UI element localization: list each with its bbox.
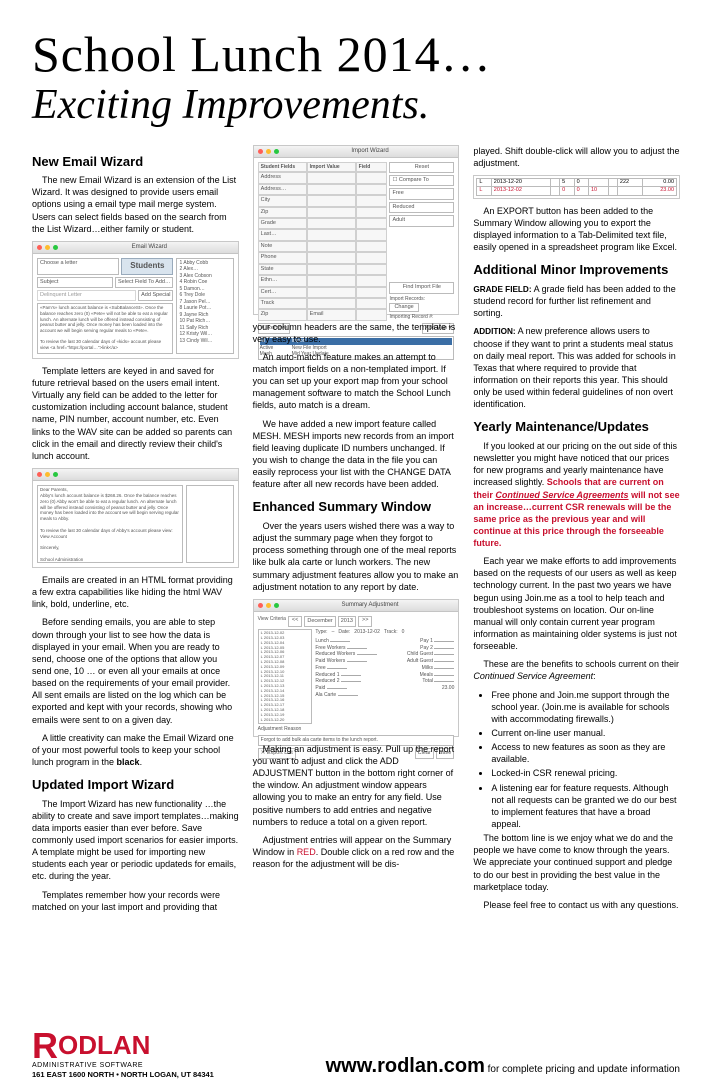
close-icon	[37, 245, 42, 250]
find-import-button: Find Import File	[389, 282, 454, 293]
figure-email-wizard: Email Wizard Choose a letter Students Su…	[32, 241, 239, 359]
students-panel-label: Students	[121, 258, 173, 275]
list-item: Access to new features as soon as they a…	[491, 741, 680, 765]
brand-logo: RODLAN	[32, 1028, 214, 1064]
letter-body-editor: «Pam's» lunch account balance is «SubBal…	[37, 303, 173, 353]
reduced-row: Reduced	[389, 202, 454, 213]
paragraph: The bottom line is we enjoy what we do a…	[473, 832, 680, 893]
masthead: School Lunch 2014… Exciting Improvements…	[32, 28, 680, 127]
minimize-icon	[45, 245, 50, 250]
figure-summary-adjustment: Summary Adjustment View Criteria << Dece…	[253, 599, 460, 737]
col-head: Field	[356, 162, 388, 173]
paragraph: An EXPORT button has been added to the S…	[473, 205, 680, 254]
col-head: Import Value	[307, 162, 356, 173]
view-criteria-label: View Criteria	[258, 616, 286, 627]
figure-import-wizard: Import Wizard Student Fields Import Valu…	[253, 145, 460, 315]
minimize-icon	[266, 603, 271, 608]
benefits-list: Free phone and Join.me support through t…	[473, 689, 680, 831]
paragraph: GRADE FIELD: A grade field has been adde…	[473, 283, 680, 319]
table-row: L2013-12-20502220.00	[477, 178, 677, 186]
reset-button: Reset	[389, 162, 454, 173]
delinquent-letter-row: Delinquent Letter	[37, 290, 136, 301]
paragraph: Please feel free to contact us with any …	[473, 899, 680, 911]
paragraph: The Import Wizard has new functionality …	[32, 798, 239, 883]
window-title: Summary Adjustment	[341, 601, 398, 609]
subject-field: Subject	[37, 277, 113, 288]
paragraph: ADDITION: A new preference allows users …	[473, 325, 680, 410]
zoom-icon	[274, 149, 279, 154]
window-title: Import Wizard	[351, 147, 388, 155]
heading-email-wizard: New Email Wizard	[32, 153, 239, 171]
paragraph: The new Email Wizard is an extension of …	[32, 174, 239, 235]
col-head: Student Fields	[258, 162, 307, 173]
figure-email-preview: Dear Parents, Abby's lunch account balan…	[32, 468, 239, 568]
minimize-icon	[45, 472, 50, 477]
window-titlebar: Summary Adjustment	[254, 600, 459, 612]
summary-table-excerpt: L2013-12-20502220.00 L2013-12-02001023.0…	[476, 178, 677, 196]
paragraph: Emails are created in an HTML format pro…	[32, 574, 239, 610]
paragraph: An auto-match feature makes an attempt t…	[253, 351, 460, 412]
page-subtitle: Exciting Improvements.	[32, 83, 680, 127]
page-title: School Lunch 2014…	[32, 28, 680, 81]
paragraph: played. Shift double-click will allow yo…	[473, 145, 680, 169]
brand-address: 161 EAST 1600 NORTH • NORTH LOGAN, UT 84…	[32, 1071, 214, 1079]
column-2: Import Wizard Student Fields Import Valu…	[253, 145, 460, 919]
close-icon	[258, 149, 263, 154]
select-field-button: Select Field To Add…	[115, 277, 173, 288]
brand-tagline: ADMINISTRATIVE SOFTWARE	[32, 1062, 214, 1069]
paragraph: If you looked at our pricing on the out …	[473, 440, 680, 549]
list-item: Locked-in CSR renewal pricing.	[491, 767, 680, 779]
free-row: Free	[389, 188, 454, 199]
compare-checkbox: ☐ Compare To	[389, 175, 454, 186]
date-list: L 2013-12-02L 2013-12-03L 2013-12-04L 20…	[258, 629, 313, 724]
zoom-icon	[274, 603, 279, 608]
list-item: A listening ear for feature requests. Al…	[491, 782, 680, 831]
heading-yearly-updates: Yearly Maintenance/Updates	[473, 418, 680, 436]
list-item: Current on-line user manual.	[491, 727, 680, 739]
email-body-preview: Dear Parents, Abby's lunch account balan…	[37, 485, 183, 563]
adjustment-reason-label: Adjustment Reason	[258, 726, 455, 733]
year-field: 2013	[338, 616, 356, 627]
heading-summary-window: Enhanced Summary Window	[253, 498, 460, 516]
minimize-icon	[266, 149, 271, 154]
column-3: played. Shift double-click will allow yo…	[473, 145, 680, 919]
month-field: December	[304, 616, 335, 627]
paragraph: Templates remember how your records were…	[32, 889, 239, 913]
heading-import-wizard: Updated Import Wizard	[32, 776, 239, 794]
paragraph: We have added a new import feature calle…	[253, 418, 460, 491]
email-sidebar	[186, 485, 233, 563]
heading-minor-improvements: Additional Minor Improvements	[473, 261, 680, 279]
adult-row: Adult	[389, 215, 454, 226]
choose-letter-dropdown: Choose a letter	[37, 258, 119, 275]
paragraph: Adjustment entries will appear on the Su…	[253, 834, 460, 870]
logo-block: RODLAN ADMINISTRATIVE SOFTWARE 161 EAST …	[32, 1028, 214, 1079]
paragraph: Each year we make efforts to add improve…	[473, 555, 680, 652]
close-icon	[37, 472, 42, 477]
paragraph: Before sending emails, you are able to s…	[32, 616, 239, 725]
paragraph: These are the benefits to schools curren…	[473, 658, 680, 682]
paragraph: A little creativity can make the Email W…	[32, 732, 239, 768]
importing-record-label: Importing Record #:	[389, 314, 454, 321]
add-special-button: Add Special	[138, 290, 173, 301]
paragraph: Over the years users wished there was a …	[253, 520, 460, 593]
table-row-adjusted: L2013-12-02001023.00	[477, 187, 677, 195]
footer-url: www.rodlan.com for complete pricing and …	[326, 1055, 680, 1078]
window-titlebar: Email Wizard	[33, 242, 238, 254]
close-icon	[258, 603, 263, 608]
list-item: Free phone and Join.me support through t…	[491, 689, 680, 725]
figure-red-row: L2013-12-20502220.00 L2013-12-02001023.0…	[473, 175, 680, 199]
zoom-icon	[53, 245, 58, 250]
change-button: Change	[389, 303, 418, 312]
students-list: 1 Abby Cobb2 Alex…3 Alex Cobson4 Robin C…	[176, 258, 233, 354]
footer: RODLAN ADMINISTRATIVE SOFTWARE 161 EAST …	[32, 1028, 680, 1079]
body-columns: New Email Wizard The new Email Wizard is…	[32, 145, 680, 919]
window-titlebar	[33, 469, 238, 481]
column-1: New Email Wizard The new Email Wizard is…	[32, 145, 239, 919]
window-titlebar: Import Wizard	[254, 146, 459, 158]
zoom-icon	[53, 472, 58, 477]
window-title: Email Wizard	[132, 243, 167, 251]
paragraph: Template letters are keyed in and saved …	[32, 365, 239, 462]
